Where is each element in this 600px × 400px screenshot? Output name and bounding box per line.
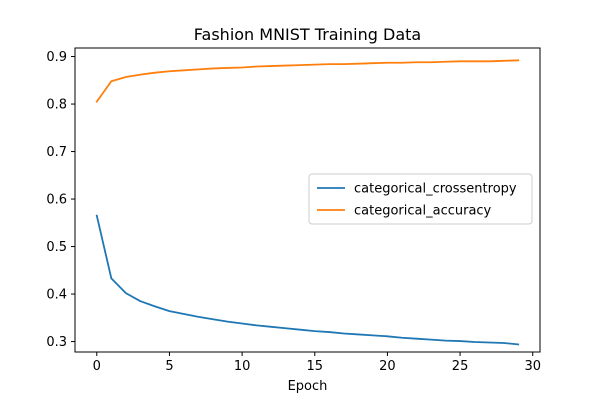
series-line-categorical-accuracy [95, 59, 520, 103]
x-tick-label: 15 [306, 359, 323, 374]
x-tick-label: 5 [165, 359, 173, 374]
plot-area-frame [74, 47, 541, 353]
x-tick-label: 0 [93, 359, 101, 374]
x-axis-label: Epoch [288, 379, 328, 394]
y-tick-label: 0.4 [46, 288, 67, 303]
y-tick-label: 0.7 [46, 145, 67, 160]
y-tick-label: 0.9 [46, 50, 67, 65]
y-tick-label: 0.5 [46, 240, 67, 255]
legend: categorical_crossentropy categorical_accu… [308, 173, 533, 225]
legend-label: categorical_accuracy [354, 204, 492, 219]
x-axis-ticks: 0 5 10 15 20 25 30 [93, 352, 541, 374]
y-tick-label: 0.6 [46, 193, 67, 208]
series-lines [95, 59, 520, 346]
legend-box [308, 173, 533, 225]
x-tick-label: 20 [379, 359, 396, 374]
chart-title: Fashion MNIST Training Data [194, 25, 421, 44]
legend-label: categorical_crossentropy [354, 182, 517, 197]
x-tick-label: 10 [234, 359, 251, 374]
x-tick-label: 30 [524, 359, 541, 374]
y-tick-label: 0.8 [46, 98, 67, 113]
y-axis-ticks: 0.3 0.4 0.5 0.6 0.7 0.8 0.9 [46, 50, 75, 350]
x-tick-label: 25 [452, 359, 469, 374]
series-line-categorical-crossentropy [95, 214, 520, 346]
y-tick-label: 0.3 [46, 335, 67, 350]
